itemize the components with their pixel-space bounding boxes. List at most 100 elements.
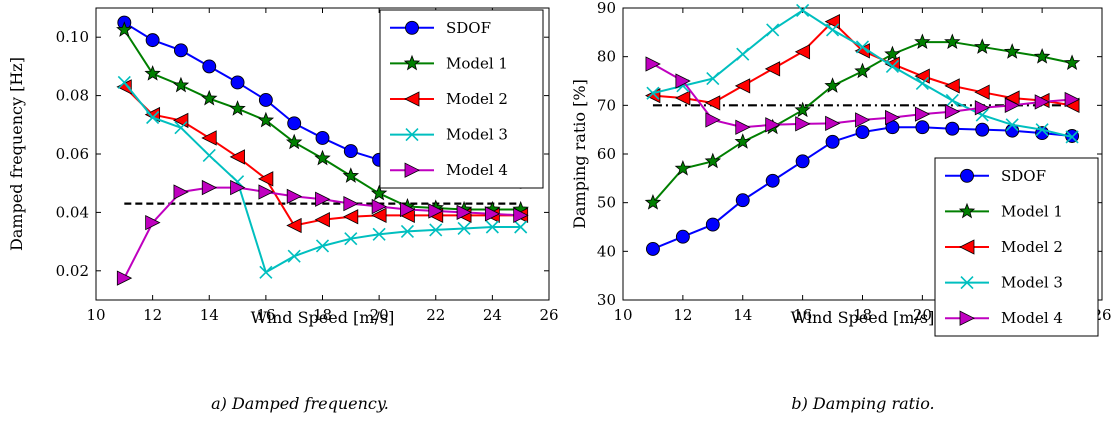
- data-point-model-4: [315, 191, 331, 207]
- data-point-model-2: [314, 212, 330, 228]
- data-point-model-4: [855, 112, 871, 128]
- data-point-model-2: [764, 61, 781, 77]
- data-point-model-1: [370, 184, 388, 201]
- data-point-sdof: [287, 116, 302, 131]
- data-point-sdof: [945, 121, 960, 136]
- data-point-model-3: [1005, 118, 1019, 132]
- data-point-model-3: [259, 265, 273, 279]
- data-point-model-4: [456, 204, 472, 221]
- data-point-model-2: [645, 87, 661, 104]
- data-point-model-4: [258, 184, 274, 200]
- data-point-model-1: [1063, 54, 1081, 70]
- data-point-model-3: [315, 239, 330, 253]
- legend-marker-model-2: [404, 91, 420, 107]
- data-point-sdof: [343, 144, 358, 159]
- data-point-model-1: [794, 101, 811, 118]
- series-model-4: [116, 179, 529, 286]
- x-tick-label: 14: [200, 306, 219, 324]
- data-point-model-4: [1064, 91, 1080, 108]
- data-point-model-4: [1034, 94, 1051, 110]
- series-model-2: [645, 13, 1080, 113]
- data-point-model-4: [230, 179, 246, 196]
- data-point-model-3: [457, 221, 471, 236]
- data-point-model-3: [646, 86, 660, 100]
- data-point-model-4: [735, 119, 751, 135]
- data-point-model-4: [484, 206, 501, 222]
- x-tick-label: 26: [539, 306, 558, 324]
- data-point-sdof: [705, 217, 720, 232]
- data-point-model-4: [675, 73, 691, 89]
- data-point-model-4: [145, 214, 161, 231]
- data-point-model-4: [765, 117, 781, 133]
- y-tick-label: 0.06: [56, 145, 89, 163]
- data-point-model-1: [734, 133, 751, 149]
- data-point-model-1: [644, 194, 662, 210]
- y-tick-label: 60: [597, 145, 616, 163]
- data-point-model-4: [705, 112, 721, 128]
- legend-marker-model-1: [403, 54, 421, 71]
- x-tick-label: 20: [370, 306, 389, 324]
- data-point-sdof: [645, 241, 660, 256]
- legend-marker-model-4: [959, 310, 975, 326]
- data-point-model-3: [885, 59, 900, 73]
- series-model-1: [116, 21, 529, 217]
- chart-damping-ratio: 10121416182022242630405060708090Wind Spe…: [570, 0, 1111, 337]
- data-point-model-1: [144, 65, 161, 81]
- data-point-model-1: [1003, 43, 1021, 59]
- x-tick-label: 12: [143, 306, 162, 324]
- y-tick-label: 0.02: [56, 262, 89, 280]
- legend-marker-sdof: [405, 20, 419, 35]
- x-axis-label: Wind Speed [m/s]: [791, 308, 935, 327]
- y-axis-label: Damping ratio [%]: [570, 79, 589, 229]
- data-point-model-1: [257, 111, 275, 128]
- x-tick-label: 14: [733, 306, 752, 324]
- legend-marker-model-1: [958, 202, 976, 219]
- data-point-model-2: [674, 90, 691, 106]
- legend-label-model-3: Model 3: [446, 126, 508, 144]
- data-point-model-3: [736, 47, 750, 61]
- data-point-sdof: [315, 130, 330, 145]
- data-point-model-3: [796, 3, 810, 17]
- data-point-model-3: [202, 148, 216, 163]
- y-tick-label: 30: [597, 291, 616, 309]
- data-point-model-4: [371, 198, 388, 215]
- legend: SDOF Model 1 Model 2 Model 3 Model 4: [379, 9, 544, 189]
- data-point-model-1: [1033, 48, 1051, 64]
- data-point-model-4: [286, 188, 303, 204]
- data-point-sdof: [765, 173, 780, 188]
- data-point-model-1: [944, 33, 961, 50]
- caption-damped-frequency: a) Damped frequency.: [211, 394, 389, 413]
- data-point-model-3: [825, 23, 840, 37]
- data-point-model-3: [945, 93, 959, 108]
- data-point-sdof: [675, 229, 690, 244]
- x-tick-label: 20: [913, 306, 932, 324]
- data-point-model-1: [974, 38, 991, 54]
- data-point-model-3: [287, 249, 301, 263]
- data-point-model-3: [344, 232, 358, 246]
- data-point-model-1: [229, 100, 246, 116]
- data-point-model-3: [915, 76, 929, 90]
- legend-label-model-4: Model 4: [1001, 309, 1063, 327]
- data-point-model-3: [174, 121, 188, 135]
- data-point-model-1: [116, 21, 133, 37]
- x-tick-label: 16: [256, 306, 275, 324]
- data-point-model-4: [825, 115, 841, 131]
- data-point-sdof: [825, 134, 840, 149]
- data-point-model-3: [429, 223, 443, 237]
- legend-label-model-2: Model 2: [1001, 238, 1063, 256]
- x-tick-label: 12: [673, 306, 692, 324]
- data-point-model-1: [342, 167, 360, 183]
- data-point-model-1: [704, 152, 722, 169]
- y-axis-label: Damped frequency [Hz]: [7, 57, 26, 251]
- data-point-model-3: [146, 110, 160, 125]
- legend: SDOF Model 1 Model 2 Model 3 Model 4: [934, 157, 1099, 337]
- caption-damping-ratio: b) Damping ratio.: [791, 394, 934, 413]
- data-point-model-4: [795, 116, 811, 132]
- series-model-3: [646, 3, 1079, 144]
- legend-marker-sdof: [960, 168, 974, 183]
- data-point-model-1: [914, 33, 931, 50]
- data-point-sdof: [915, 120, 930, 135]
- data-point-sdof: [735, 193, 750, 208]
- series-model-4: [645, 56, 1080, 135]
- data-point-sdof: [230, 75, 245, 90]
